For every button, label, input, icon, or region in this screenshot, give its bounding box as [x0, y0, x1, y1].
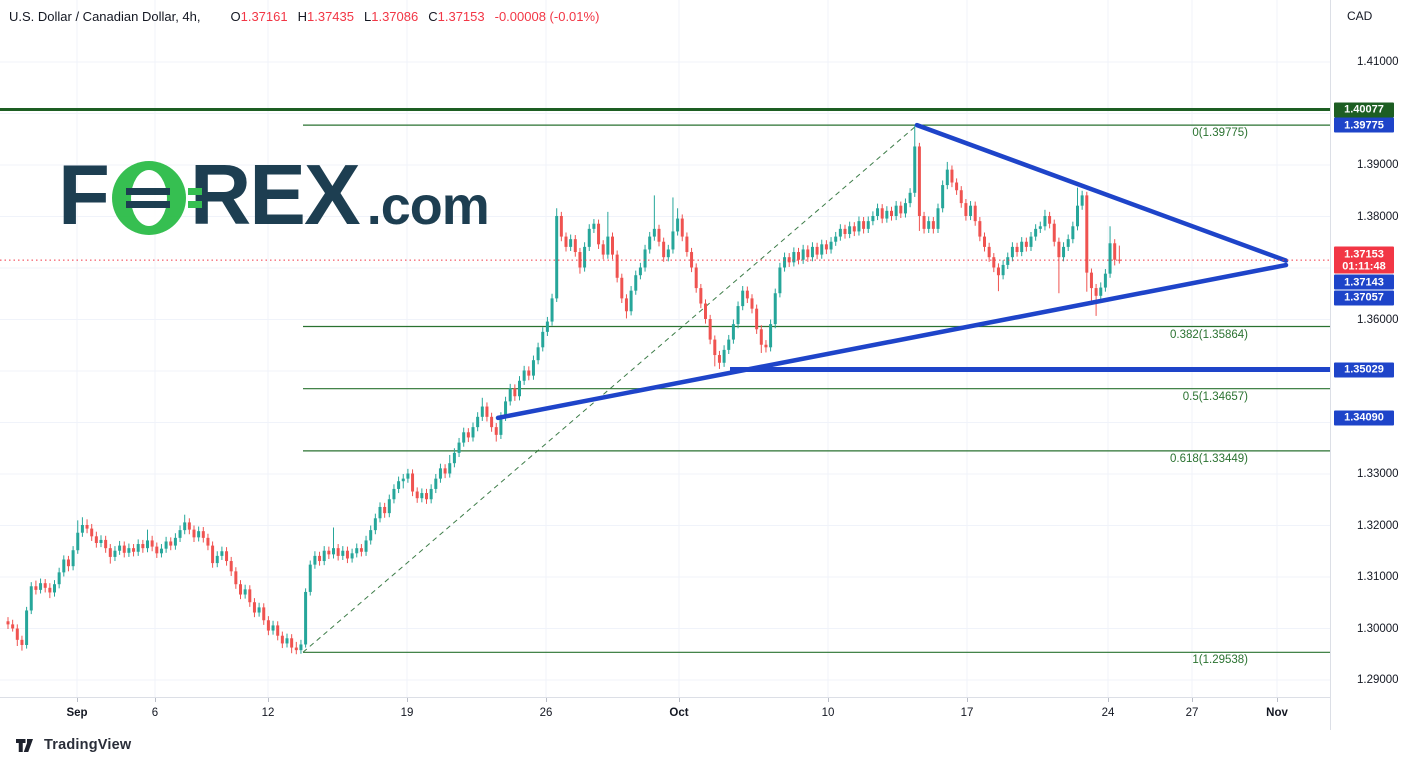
price-tick-label: 1.36000	[1357, 313, 1399, 326]
symbol-title[interactable]: U.S. Dollar / Canadian Dollar, 4h,	[9, 9, 201, 24]
fib-level-label: 1(1.29538)	[1192, 654, 1248, 667]
time-tick-label: 17	[960, 707, 974, 719]
price-tick-label: 1.38000	[1357, 210, 1399, 223]
ohlc-item: O1.37161	[230, 9, 288, 24]
time-tick-label: 10	[821, 707, 835, 719]
footer-bar: TradingView	[0, 730, 1408, 762]
price-level-badge: 1.35029	[1334, 362, 1394, 377]
time-tick-mark	[1192, 698, 1193, 702]
fib-level-label: 0.382(1.35864)	[1169, 328, 1248, 341]
time-tick-label: Sep	[66, 707, 88, 719]
last-price-countdown-badge: 1.37153 01:11:48	[1334, 246, 1394, 274]
price-tick-label: 1.30000	[1357, 622, 1399, 635]
price-tick-label: 1.33000	[1357, 468, 1399, 480]
time-tick-mark	[407, 698, 408, 702]
chart-series-layer[interactable]	[0, 0, 1330, 697]
time-tick-label: 26	[539, 707, 553, 719]
fib-level-label: 0.618(1.33449)	[1169, 452, 1248, 465]
price-tick-label: 1.31000	[1357, 571, 1399, 583]
time-tick-mark	[77, 698, 78, 702]
price-tick-label: 1.29000	[1357, 674, 1399, 686]
tradingview-logo[interactable]: TradingView	[16, 737, 131, 753]
ohlc-item: L1.37086	[364, 9, 419, 24]
time-tick-mark	[967, 698, 968, 702]
price-level-badge: 1.39775	[1334, 117, 1394, 133]
watermark-letters-rex: REX	[189, 148, 361, 243]
time-tick-mark	[1277, 698, 1278, 702]
ohlc-item: C1.37153	[428, 9, 485, 24]
time-tick-label: Nov	[1266, 707, 1288, 719]
time-tick-label: Oct	[669, 707, 689, 719]
time-tick-label: 6	[151, 707, 159, 719]
price-tick-label: 1.32000	[1357, 519, 1399, 532]
time-tick-label: 19	[400, 707, 414, 719]
fib-level-label: 0.5(1.34657)	[1182, 390, 1248, 403]
price-change: -0.00008 (-0.01%)	[494, 9, 600, 24]
time-tick-mark	[268, 698, 269, 702]
currency-label: CAD	[1347, 9, 1373, 23]
forex-com-watermark-logo: F REX .com	[58, 148, 490, 243]
chart-gridlines	[0, 0, 1330, 697]
forex-o-icon	[111, 161, 202, 235]
time-tick-mark	[1108, 698, 1109, 702]
watermark-dot-com: .com	[366, 176, 490, 236]
price-level-badge: 1.37057	[1334, 290, 1394, 305]
tradingview-wordmark: TradingView	[44, 737, 132, 753]
price-level-badge: 1.34090	[1334, 410, 1394, 426]
watermark-letter-f: F	[58, 148, 110, 243]
time-tick-mark	[546, 698, 547, 702]
price-level-badge: 1.40077	[1334, 102, 1394, 118]
price-axis[interactable]: CAD 1.41000 1.39000 1.38000 1.36000 1.33000 1…	[1330, 0, 1408, 730]
time-tick-label: 27	[1185, 707, 1199, 719]
time-tick-mark	[679, 698, 680, 702]
time-tick-label: 12	[261, 707, 275, 719]
price-level-badge: 1.37143	[1334, 274, 1394, 290]
fib-level-label: 0(1.39775)	[1192, 127, 1248, 140]
candlestick-chart[interactable]: F REX .com 0(1.39775) 0.382(1.35864) 0.5(1…	[0, 0, 1330, 697]
price-tick-label: 1.39000	[1357, 159, 1399, 171]
time-axis[interactable]: Sep 6 12 19 26 Oct 10 17 24 27 Nov	[0, 697, 1330, 730]
symbol-legend: U.S. Dollar / Canadian Dollar, 4h, O1.37…	[9, 9, 599, 24]
price-tick-label: 1.41000	[1357, 56, 1399, 68]
tradingview-glyph-icon	[16, 738, 33, 752]
ohlc-values: O1.37161 H1.37435 L1.37086 C1.37153	[230, 9, 494, 24]
ohlc-item: H1.37435	[297, 9, 354, 24]
time-tick-label: 24	[1101, 707, 1115, 719]
time-tick-mark	[828, 698, 829, 702]
time-tick-mark	[155, 698, 156, 702]
